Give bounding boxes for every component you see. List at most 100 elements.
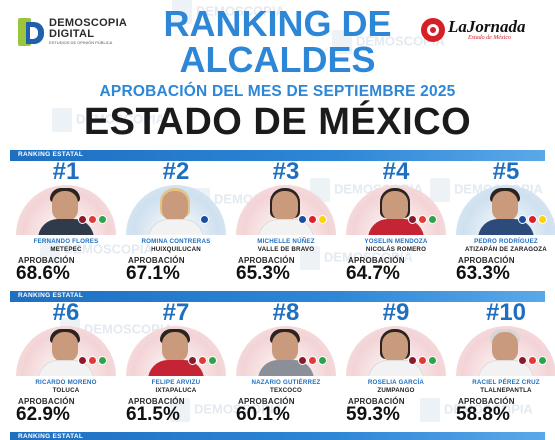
mayor-photo: [16, 185, 116, 235]
approval-label: APROBACIÓN: [238, 397, 295, 406]
approval-percent: 59.3%: [346, 404, 400, 425]
municipality-name: TEXCOCO: [270, 387, 302, 394]
party-badges: [188, 356, 217, 365]
approval-label: APROBACIÓN: [348, 397, 405, 406]
approval-label: APROBACIÓN: [18, 397, 75, 406]
municipality-name: VALLE DE BRAVO: [257, 246, 315, 253]
watermark: DEMOSCOPIA: [170, 398, 283, 422]
party-badges: [78, 356, 107, 365]
approval-percent: 63.3%: [456, 263, 510, 284]
portrait-face: [272, 332, 298, 362]
party-morena-icon: [518, 356, 527, 365]
mayor-name: RICARDO MORENO: [35, 379, 97, 386]
mayor-name: PEDRO RODRÍGUEZ: [474, 238, 538, 245]
party-badges: [200, 215, 209, 224]
party-morena-icon: [188, 356, 197, 365]
mayor-name: FELIPE ARVIZU: [151, 379, 201, 386]
party-pvem-icon: [98, 215, 107, 224]
party-morena-icon: [78, 215, 87, 224]
section-bar-label: RANKING ESTATAL: [18, 433, 84, 440]
party-pvem-icon: [428, 356, 437, 365]
lajornada-logo: LaJornada Estado de México: [421, 18, 525, 42]
mayor-photo: [236, 326, 336, 376]
approval-label: APROBACIÓN: [128, 256, 185, 265]
watermark-text: DEMOSCOPIA: [196, 3, 285, 19]
portrait-body: [148, 219, 204, 235]
party-pt-icon: [308, 356, 317, 365]
lajornada-seal-icon: [421, 18, 445, 42]
rank-number: #6: [52, 299, 80, 326]
party-pvem-icon: [538, 356, 547, 365]
watermark: DEMOSCOPIA: [332, 30, 445, 54]
logo-line3: ESTUDIOS DE OPINIÓN PÚBLICA: [49, 40, 113, 45]
party-morena-icon: [408, 356, 417, 365]
approval-percent: 64.7%: [346, 263, 400, 284]
section-bar: RANKING ESTATAL: [10, 150, 545, 161]
party-badges: [408, 215, 437, 224]
party-pt-icon: [418, 356, 427, 365]
section-bar: RANKING ESTATAL: [10, 291, 545, 302]
municipality-name: HUIXQUILUCAN: [151, 246, 201, 253]
party-badges: [408, 356, 437, 365]
section-bar: RANKING ESTATAL: [10, 432, 545, 440]
party-pvem-icon: [318, 356, 327, 365]
rank-number: #1: [52, 158, 80, 185]
lajornada-name: LaJornada: [448, 16, 526, 36]
approval-percent: 60.1%: [236, 404, 290, 425]
party-pvem-icon: [428, 215, 437, 224]
portrait-face: [492, 332, 518, 362]
subtitle: APROBACIÓN DEL MES DE SEPTIEMBRE 2025: [99, 83, 456, 100]
party-badges: [298, 356, 327, 365]
approval-label: APROBACIÓN: [458, 397, 515, 406]
mayor-name: NAZARIO GUTIÉRREZ: [251, 379, 321, 386]
portrait-face: [162, 191, 188, 221]
portrait-face: [492, 191, 518, 221]
section-bar-label: RANKING ESTATAL: [18, 292, 84, 299]
watermark: DEMOSCOPIA: [52, 108, 165, 132]
approval-percent: 68.6%: [16, 263, 70, 284]
approval-label: APROBACIÓN: [458, 256, 515, 265]
approval-percent: 62.9%: [16, 404, 70, 425]
approval-label: APROBACIÓN: [128, 397, 185, 406]
municipality-name: ZUMPANGO: [377, 387, 415, 394]
portrait-face: [382, 332, 408, 362]
watermark: DEMOSCOPIA: [300, 246, 413, 270]
municipality-name: NICOLÁS ROMERO: [365, 246, 427, 253]
municipality-name: ATIZAPÁN DE ZARAGOZA: [465, 246, 547, 253]
party-pt-icon: [88, 356, 97, 365]
approval-percent: 61.5%: [126, 404, 180, 425]
watermark: DEMOSCOPIA: [172, 0, 285, 24]
party-pt-icon: [88, 215, 97, 224]
rank-number: #2: [162, 158, 190, 185]
municipality-name: TOLUCA: [52, 387, 80, 394]
logo-line2: DIGITAL: [49, 28, 95, 40]
party-pt-icon: [528, 356, 537, 365]
logo-line1: DEMOSCOPIA: [49, 17, 128, 29]
party-morena-icon: [298, 356, 307, 365]
party-pan-icon: [200, 215, 209, 224]
watermark-text: DEMOSCOPIA: [356, 33, 445, 49]
mayor-photo: [346, 326, 446, 376]
approval-label: APROBACIÓN: [348, 256, 405, 265]
municipality-name: TLALNEPANTLA: [480, 387, 532, 394]
mayor-name: ROMINA CONTRERAS: [141, 238, 211, 245]
rank-number: #7: [162, 299, 190, 326]
mayor-name: YOSELIN MENDOZA: [364, 238, 428, 245]
rank-number: #9: [382, 299, 410, 326]
approval-percent: 58.8%: [456, 404, 510, 425]
municipality-name: IXTAPALUCA: [155, 387, 197, 394]
title-line1: RANKING DE: [163, 3, 392, 44]
watermark-logo-icon: [300, 246, 320, 270]
party-prd-icon: [318, 215, 327, 224]
portrait-face: [382, 191, 408, 221]
watermark: DEMOSCOPIA: [420, 398, 533, 422]
rank-number: #10: [485, 299, 527, 326]
watermark-text: DEMOSCOPIA: [324, 249, 413, 265]
watermark-text: DEMOSCOPIA: [76, 111, 165, 127]
watermark-text: DEMOSCOPIA: [64, 241, 153, 257]
approval-label: APROBACIÓN: [18, 256, 75, 265]
party-badges: [518, 215, 547, 224]
party-pan-icon: [518, 215, 527, 224]
approval-percent: 67.1%: [126, 263, 180, 284]
